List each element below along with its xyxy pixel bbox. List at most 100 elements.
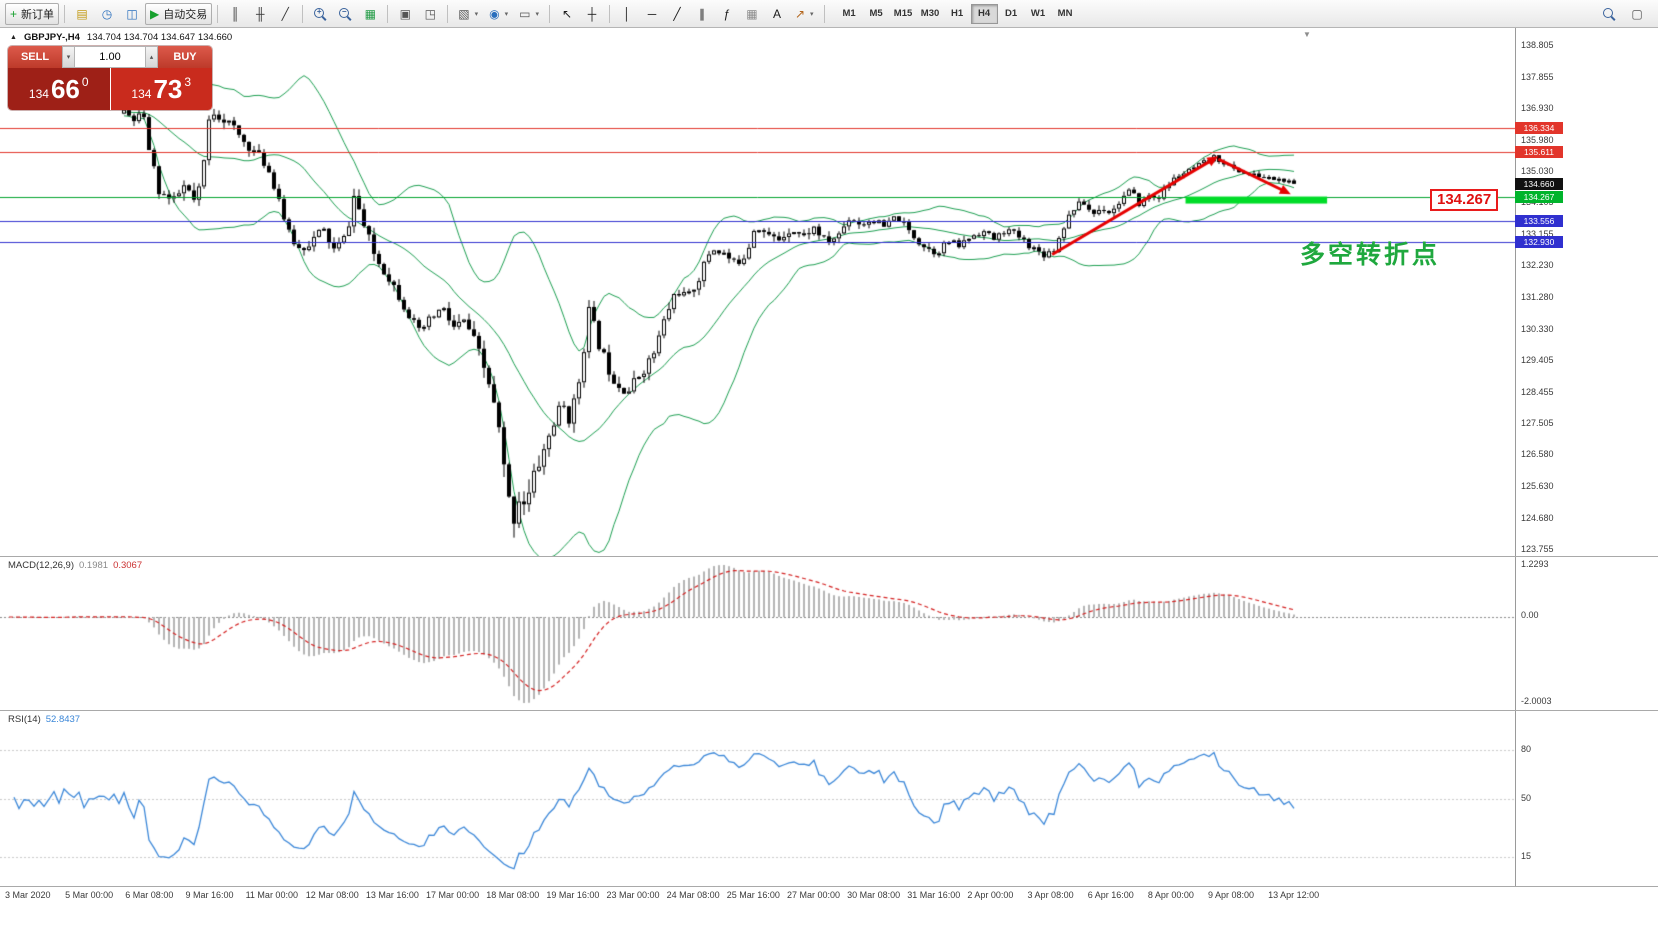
macd-label: MACD(12,26,9) 0.1981 0.3067 bbox=[8, 560, 147, 571]
panel-splitter-rsi[interactable] bbox=[0, 710, 1658, 711]
lot-size-input[interactable] bbox=[75, 46, 145, 68]
timeframe-h1[interactable]: H1 bbox=[950, 8, 964, 19]
macd-name: MACD(12,26,9) bbox=[8, 560, 74, 571]
arrange-windows-icon[interactable]: ◳ bbox=[418, 3, 442, 25]
sell-price-button[interactable]: 134 66 0 bbox=[8, 68, 110, 110]
price-axis-line bbox=[1515, 28, 1516, 556]
time-axis-separator bbox=[0, 886, 1658, 887]
symbol-info: ▲ GBPJPY-,H4 134.704 134.704 134.647 134… bbox=[10, 32, 232, 43]
time-axis-label: 25 Mar 16:00 bbox=[726, 890, 780, 900]
cascade-windows-icon[interactable]: ▣ bbox=[393, 3, 417, 25]
profiles-icon[interactable]: ▤ bbox=[70, 3, 94, 25]
price-axis-label: 129.405 bbox=[1521, 354, 1554, 365]
rsi-level-50: 50 bbox=[1521, 793, 1532, 803]
rsi-canvas[interactable] bbox=[0, 711, 1515, 886]
trendline-icon[interactable]: ╱ bbox=[665, 3, 689, 25]
timeframe-d1[interactable]: D1 bbox=[1004, 8, 1018, 19]
horizontal-line-icon[interactable]: ─ bbox=[640, 3, 664, 25]
rsi-panel: RSI(14) 52.8437 80 50 15 bbox=[0, 711, 1658, 886]
line-chart-icon[interactable]: ╱ bbox=[273, 3, 297, 25]
price-axis-label: 127.505 bbox=[1521, 418, 1554, 429]
one-click-trade-panel: SELL ▾ ▴ BUY 134 66 0 134 73 3 bbox=[8, 46, 212, 110]
toolbar-separator bbox=[548, 4, 550, 23]
candlestick-chart-icon[interactable]: ╫ bbox=[248, 3, 272, 25]
price-annotation-box[interactable]: 134.267 bbox=[1430, 189, 1499, 211]
text-label-icon-glyph: A bbox=[772, 6, 781, 21]
price-chart-canvas[interactable] bbox=[0, 28, 1515, 556]
shapes-icon-glyph: ▦ bbox=[746, 6, 758, 21]
time-axis-label: 8 Apr 00:00 bbox=[1147, 890, 1194, 900]
search-icon[interactable] bbox=[1597, 3, 1621, 25]
price-axis-label: 137.855 bbox=[1521, 71, 1554, 82]
zoom-in-button[interactable]: + bbox=[308, 3, 332, 25]
search-icon-glyph bbox=[1602, 7, 1616, 21]
crosshair-icon[interactable]: ┼ bbox=[580, 3, 604, 25]
new-chart-button[interactable]: ▧ ▾ bbox=[453, 3, 483, 25]
timeframe-m30[interactable]: M30 bbox=[920, 8, 940, 19]
price-tag-134.660: 134.660 bbox=[1515, 177, 1563, 190]
data-window-icon-glyph: ◫ bbox=[126, 6, 138, 21]
market-watch-icon[interactable]: ◷ bbox=[95, 3, 119, 25]
bar-chart-icon[interactable]: ║ bbox=[223, 3, 247, 25]
price-chart-panel: ▲ GBPJPY-,H4 134.704 134.704 134.647 134… bbox=[0, 28, 1658, 556]
trade-panel-toggle-icon[interactable]: ▲ bbox=[10, 34, 17, 41]
zoom-out-button-glyph: − bbox=[338, 7, 352, 21]
market-watch-icon-glyph: ◷ bbox=[101, 6, 113, 21]
timeframe-w1[interactable]: W1 bbox=[1030, 8, 1046, 19]
auto-trading-button[interactable]: ▶ 自动交易 bbox=[145, 2, 213, 25]
timeframe-h4[interactable]: H4 bbox=[970, 3, 998, 24]
rsi-level-15: 15 bbox=[1521, 850, 1532, 861]
shapes-icon[interactable]: ▦ bbox=[740, 3, 764, 25]
time-axis[interactable]: 3 Mar 2020 5 Mar 00:00 6 Mar 08:00 9 Mar 16… bbox=[0, 887, 1658, 907]
price-axis-label: 135.030 bbox=[1521, 166, 1554, 177]
turning-point-label[interactable]: 多空转折点 bbox=[1300, 241, 1441, 269]
channel-icon[interactable]: ∥ bbox=[690, 3, 714, 25]
channel-icon-glyph: ∥ bbox=[698, 6, 705, 21]
sell-pipette: 0 bbox=[81, 74, 89, 89]
price-axis-label: 138.805 bbox=[1521, 40, 1554, 50]
buy-button[interactable]: BUY bbox=[158, 46, 212, 68]
toolbar-separator bbox=[64, 4, 66, 23]
buy-big-figure: 134 bbox=[131, 86, 152, 101]
line-chart-icon-glyph: ╱ bbox=[281, 6, 289, 21]
layout-icon[interactable]: ▢ bbox=[1625, 3, 1649, 25]
timeframe-mn[interactable]: MN bbox=[1057, 8, 1073, 19]
timeframe-m15[interactable]: M15 bbox=[893, 8, 913, 19]
sell-button[interactable]: SELL bbox=[8, 46, 62, 68]
macd-signal-value: 0.3067 bbox=[113, 560, 143, 571]
price-axis-label: 131.280 bbox=[1521, 292, 1554, 302]
time-axis-label: 6 Apr 16:00 bbox=[1087, 890, 1134, 900]
new-order-button[interactable]: + 新订单 bbox=[5, 2, 60, 25]
vertical-line-icon[interactable]: │ bbox=[615, 3, 639, 25]
tile-windows-icon-glyph: ▦ bbox=[364, 6, 376, 21]
navigator-icon[interactable]: ◉ ▾ bbox=[484, 3, 513, 25]
snapshot-icon[interactable]: ▭ ▾ bbox=[514, 3, 544, 25]
price-axis-label: 126.580 bbox=[1521, 449, 1554, 460]
tile-windows-icon[interactable]: ▦ bbox=[358, 3, 382, 25]
time-axis-label: 13 Mar 16:00 bbox=[365, 890, 419, 900]
layout-icon-glyph: ▢ bbox=[1631, 6, 1643, 21]
zoom-in-button-glyph: + bbox=[313, 7, 327, 21]
text-label-icon[interactable]: A bbox=[765, 3, 789, 25]
snapshot-icon-glyph: ▭ bbox=[519, 6, 531, 21]
price-axis-label: 133.155 bbox=[1521, 229, 1554, 240]
lot-decrease-button[interactable]: ▾ bbox=[62, 46, 75, 68]
fibonacci-icon[interactable]: ƒ bbox=[715, 3, 739, 25]
buy-pips: 73 bbox=[153, 74, 183, 104]
lot-increase-button[interactable]: ▴ bbox=[145, 46, 158, 68]
macd-scale-top: 1.2293 bbox=[1521, 559, 1549, 569]
arrows-tool-icon[interactable]: ↗ ▾ bbox=[790, 3, 819, 25]
buy-price-button[interactable]: 134 73 3 bbox=[110, 68, 212, 110]
data-window-icon[interactable]: ◫ bbox=[120, 3, 144, 25]
price-axis-label: 136.930 bbox=[1521, 102, 1554, 113]
main-toolbar: + 新订单 ▤ ◷ ◫ ▶ 自动交易 ║ ╫ ╱ + − ▦ ▣ ◳ ▧ ▾ ◉ ▾ ▭ ▾ ↖ ┼ │ ─ ╱ ∥ ƒ ▦ A ↗ ▾ M1 M… bbox=[0, 0, 1658, 28]
chart-shift-marker[interactable]: ▼ bbox=[1303, 30, 1311, 39]
cursor-icon[interactable]: ↖ bbox=[555, 3, 579, 25]
time-axis-label: 27 Mar 00:00 bbox=[786, 890, 840, 900]
timeframe-m5[interactable]: M5 bbox=[869, 8, 883, 19]
price-axis-label: 130.330 bbox=[1521, 323, 1554, 334]
panel-splitter-macd[interactable] bbox=[0, 556, 1658, 557]
timeframe-m1[interactable]: M1 bbox=[842, 8, 856, 19]
macd-canvas[interactable] bbox=[0, 557, 1515, 710]
zoom-out-button[interactable]: − bbox=[333, 3, 357, 25]
